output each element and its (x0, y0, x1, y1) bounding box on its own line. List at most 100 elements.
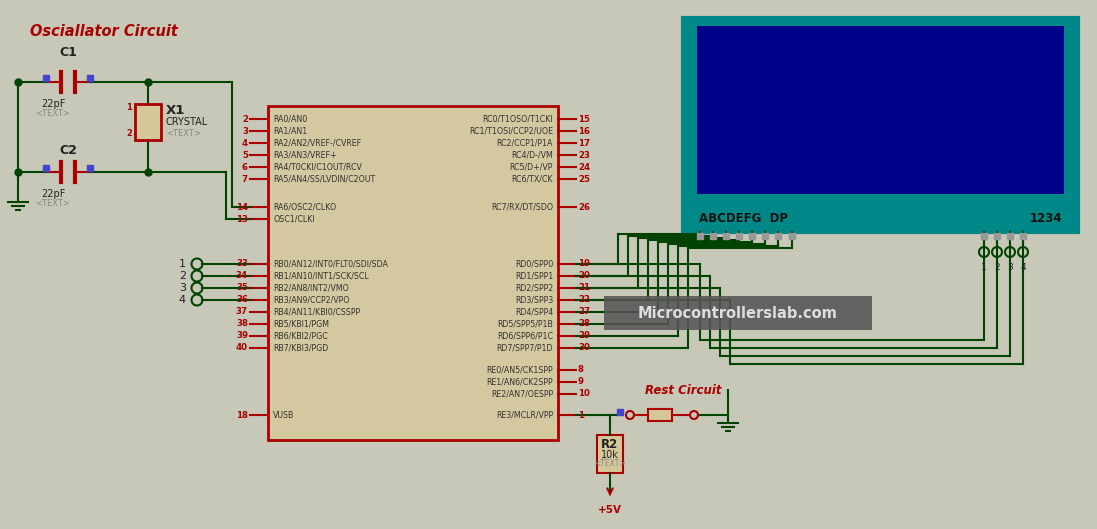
Text: RE0/AN5/CK1SPP: RE0/AN5/CK1SPP (486, 366, 553, 375)
Text: 30: 30 (578, 343, 590, 352)
Text: <TEXT>: <TEXT> (166, 130, 201, 139)
Bar (597, 435, 623, 473)
Bar (648, 409, 672, 421)
Text: OSC1/CLKI: OSC1/CLKI (273, 214, 315, 223)
Text: C1: C1 (59, 47, 77, 59)
Text: Microcontrollerslab.com: Microcontrollerslab.com (638, 306, 838, 321)
Text: 1: 1 (578, 411, 584, 419)
Text: RE1/AN6/CK2SPP: RE1/AN6/CK2SPP (486, 378, 553, 387)
Text: 18: 18 (236, 411, 248, 419)
Text: RB4/AN11/KBI0/CSSPP: RB4/AN11/KBI0/CSSPP (273, 307, 360, 316)
Text: RA1/AN1: RA1/AN1 (273, 126, 307, 135)
Text: 34: 34 (236, 271, 248, 280)
Text: RD1/SPP1: RD1/SPP1 (514, 271, 553, 280)
Text: RD0/SPP0: RD0/SPP0 (514, 260, 553, 269)
Text: 2: 2 (126, 130, 132, 139)
Text: RE2/AN7/OESPP: RE2/AN7/OESPP (490, 389, 553, 398)
Text: RA0/AN0: RA0/AN0 (273, 114, 307, 123)
Text: <TEXT>: <TEXT> (35, 109, 70, 118)
Text: RA2/AN2/VREF-/CVREF: RA2/AN2/VREF-/CVREF (273, 139, 361, 148)
Text: 4: 4 (179, 295, 186, 305)
Text: 3: 3 (179, 283, 186, 293)
Text: 33: 33 (236, 260, 248, 269)
Text: 14: 14 (236, 203, 248, 212)
Text: 35: 35 (236, 284, 248, 293)
Text: ABCDEFG  DP: ABCDEFG DP (699, 212, 788, 224)
Text: RB3/AN9/CCP2/VPO: RB3/AN9/CCP2/VPO (273, 296, 350, 305)
Text: 6: 6 (242, 162, 248, 171)
Text: <TEXT>: <TEXT> (35, 199, 70, 208)
Text: RA5/AN4/SS/LVDIN/C2OUT: RA5/AN4/SS/LVDIN/C2OUT (273, 175, 375, 184)
Text: Osciallator Circuit: Osciallator Circuit (30, 24, 178, 39)
Text: RC4/D-/VM: RC4/D-/VM (511, 150, 553, 160)
Text: RD3/SPP3: RD3/SPP3 (514, 296, 553, 305)
Text: <TEXT>: <TEXT> (595, 460, 625, 469)
Text: RD4/SPP4: RD4/SPP4 (514, 307, 553, 316)
Text: 1234: 1234 (1029, 212, 1062, 224)
Text: 36: 36 (236, 296, 248, 305)
Text: 29: 29 (578, 332, 590, 341)
Text: RD6/SPP6/P1C: RD6/SPP6/P1C (497, 332, 553, 341)
Text: X1: X1 (166, 104, 185, 116)
Text: RB5/KBI1/PGM: RB5/KBI1/PGM (273, 320, 329, 329)
Text: 22pF: 22pF (41, 189, 65, 199)
Text: RA6/OSC2/CLKO: RA6/OSC2/CLKO (273, 203, 337, 212)
Text: 40: 40 (236, 343, 248, 352)
Text: 5: 5 (242, 150, 248, 160)
Text: RC2/CCP1/P1A: RC2/CCP1/P1A (497, 139, 553, 148)
Text: RB2/AN8/INT2/VMO: RB2/AN8/INT2/VMO (273, 284, 349, 293)
Bar (135, 104, 161, 140)
Text: RA3/AN3/VREF+: RA3/AN3/VREF+ (273, 150, 337, 160)
Text: RB7/KBI3/PGD: RB7/KBI3/PGD (273, 343, 328, 352)
Text: 16: 16 (578, 126, 590, 135)
Text: 2: 2 (994, 263, 999, 272)
Text: 4: 4 (1020, 263, 1026, 272)
Text: Rest Circuit: Rest Circuit (645, 384, 722, 397)
Bar (268, 106, 558, 440)
Text: 9: 9 (578, 378, 584, 387)
Text: C2: C2 (59, 143, 77, 157)
Text: RB1/AN10/INT1/SCK/SCL: RB1/AN10/INT1/SCK/SCL (273, 271, 369, 280)
Text: 39: 39 (236, 332, 248, 341)
Text: 2: 2 (179, 271, 186, 281)
Text: 22: 22 (578, 296, 590, 305)
FancyBboxPatch shape (604, 296, 872, 330)
Text: RB0/AN12/INT0/FLT0/SDI/SDA: RB0/AN12/INT0/FLT0/SDI/SDA (273, 260, 388, 269)
Text: 1: 1 (981, 263, 987, 272)
Text: 1: 1 (179, 259, 186, 269)
Text: RC5/D+/VP: RC5/D+/VP (510, 162, 553, 171)
Text: RC0/T1OSO/T1CKI: RC0/T1OSO/T1CKI (483, 114, 553, 123)
Text: 38: 38 (236, 320, 248, 329)
Text: 4: 4 (241, 139, 248, 148)
Text: 8: 8 (578, 366, 584, 375)
Text: R2: R2 (601, 437, 619, 451)
Text: VUSB: VUSB (273, 411, 294, 419)
Bar (683, 18, 1078, 232)
Text: 3: 3 (242, 126, 248, 135)
Text: 26: 26 (578, 203, 590, 212)
Bar (697, 26, 1064, 194)
Text: RC6/TX/CK: RC6/TX/CK (511, 175, 553, 184)
Text: 22pF: 22pF (41, 99, 65, 109)
Text: 17: 17 (578, 139, 590, 148)
Text: 7: 7 (241, 175, 248, 184)
Text: 3: 3 (1007, 263, 1013, 272)
Text: 20: 20 (578, 271, 590, 280)
Text: RC7/RX/DT/SDO: RC7/RX/DT/SDO (490, 203, 553, 212)
Text: 28: 28 (578, 320, 590, 329)
Text: +5V: +5V (598, 505, 622, 515)
Text: RD7/SPP7/P1D: RD7/SPP7/P1D (497, 343, 553, 352)
Text: 23: 23 (578, 150, 590, 160)
Text: 21: 21 (578, 284, 590, 293)
Text: RE3/MCLR/VPP: RE3/MCLR/VPP (496, 411, 553, 419)
Text: RD5/SPP5/P1B: RD5/SPP5/P1B (497, 320, 553, 329)
Text: CRYSTAL: CRYSTAL (166, 117, 208, 127)
Text: 15: 15 (578, 114, 590, 123)
Text: 13: 13 (236, 214, 248, 223)
Text: RB6/KBI2/PGC: RB6/KBI2/PGC (273, 332, 328, 341)
Text: RC1/T1OSI/CCP2/UOE: RC1/T1OSI/CCP2/UOE (470, 126, 553, 135)
Text: 37: 37 (236, 307, 248, 316)
Text: RD2/SPP2: RD2/SPP2 (514, 284, 553, 293)
Text: 27: 27 (578, 307, 590, 316)
Text: 10k: 10k (601, 450, 619, 460)
